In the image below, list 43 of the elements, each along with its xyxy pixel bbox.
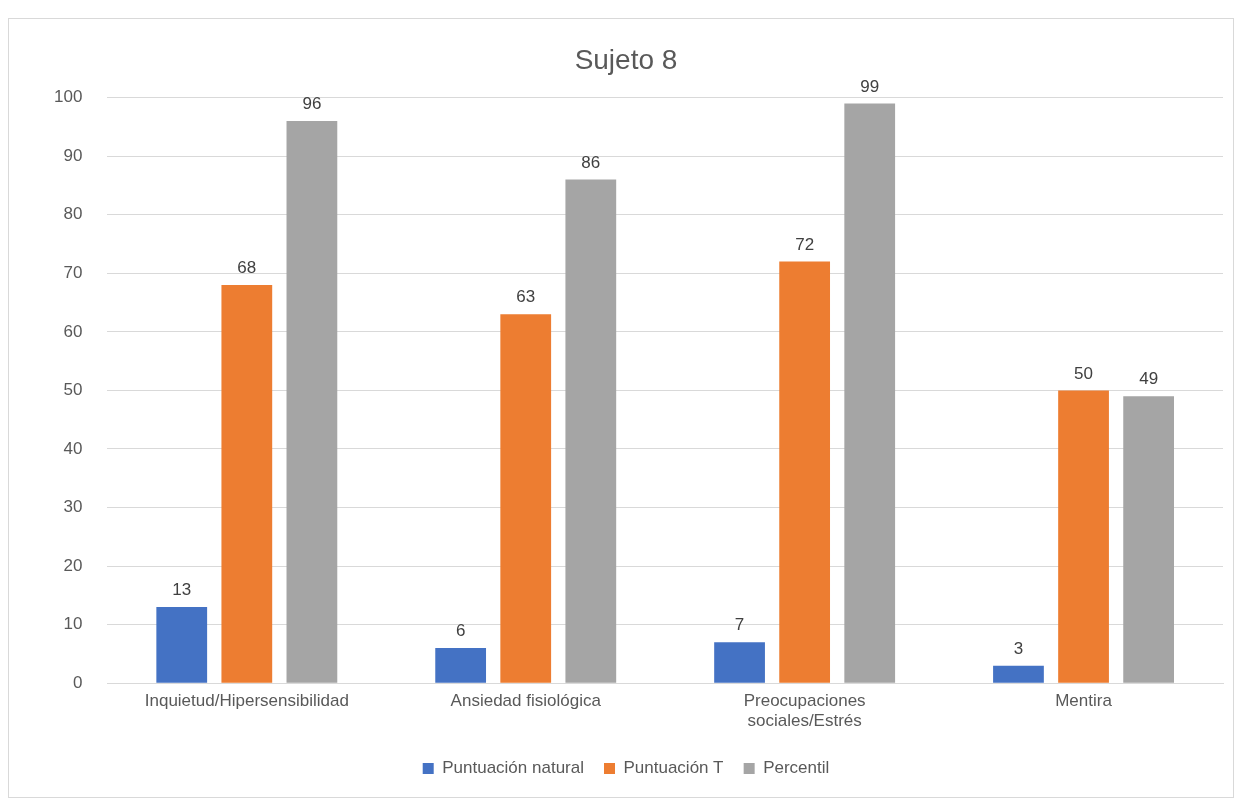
legend-label: Puntuación T <box>623 758 724 778</box>
data-label: 6 <box>455 621 466 641</box>
bar <box>286 121 338 683</box>
bar <box>844 103 896 683</box>
data-label: 63 <box>516 287 536 307</box>
data-label: 7 <box>734 615 745 635</box>
x-tick-label: Preocupaciones sociales/Estrés <box>743 691 866 731</box>
data-label: 86 <box>581 152 601 172</box>
data-label: 13 <box>172 580 192 600</box>
bar <box>565 179 617 683</box>
bar <box>1058 390 1109 683</box>
bar <box>714 642 765 683</box>
bar <box>435 648 487 683</box>
legend-label: Percentil <box>763 758 830 778</box>
y-tick-label: 10 <box>63 614 83 634</box>
y-tick-label: 40 <box>63 438 83 458</box>
data-label: 96 <box>302 94 322 114</box>
y-tick-label: 50 <box>63 380 83 400</box>
y-tick-label: 30 <box>63 497 83 517</box>
y-tick-label: 70 <box>63 262 83 282</box>
data-label: 3 <box>1013 638 1024 658</box>
chart-title: Sujeto 8 <box>574 43 678 75</box>
x-tick-label: Ansiedad fisiológica <box>450 691 602 711</box>
data-label: 68 <box>237 258 257 278</box>
data-label: 72 <box>795 234 815 254</box>
y-tick-label: 20 <box>63 555 83 575</box>
bar <box>779 261 831 683</box>
y-tick-label: 90 <box>63 145 83 165</box>
data-label: 49 <box>1139 369 1159 389</box>
bar <box>156 607 208 683</box>
legend-label: Puntuación natural <box>442 758 584 778</box>
y-tick-label: 0 <box>72 672 83 692</box>
y-tick-label: 80 <box>63 204 83 224</box>
data-label: 99 <box>860 76 880 96</box>
data-label: 50 <box>1074 363 1094 383</box>
bar <box>221 284 273 683</box>
bar <box>1123 396 1175 683</box>
bar <box>500 314 552 683</box>
y-tick-label: 60 <box>63 321 83 341</box>
bar <box>993 665 1044 683</box>
y-tick-label: 100 <box>53 87 83 107</box>
x-tick-label: Inquietud/Hipersensibilidad <box>144 691 349 711</box>
x-tick-label: Mentira <box>1055 691 1113 711</box>
